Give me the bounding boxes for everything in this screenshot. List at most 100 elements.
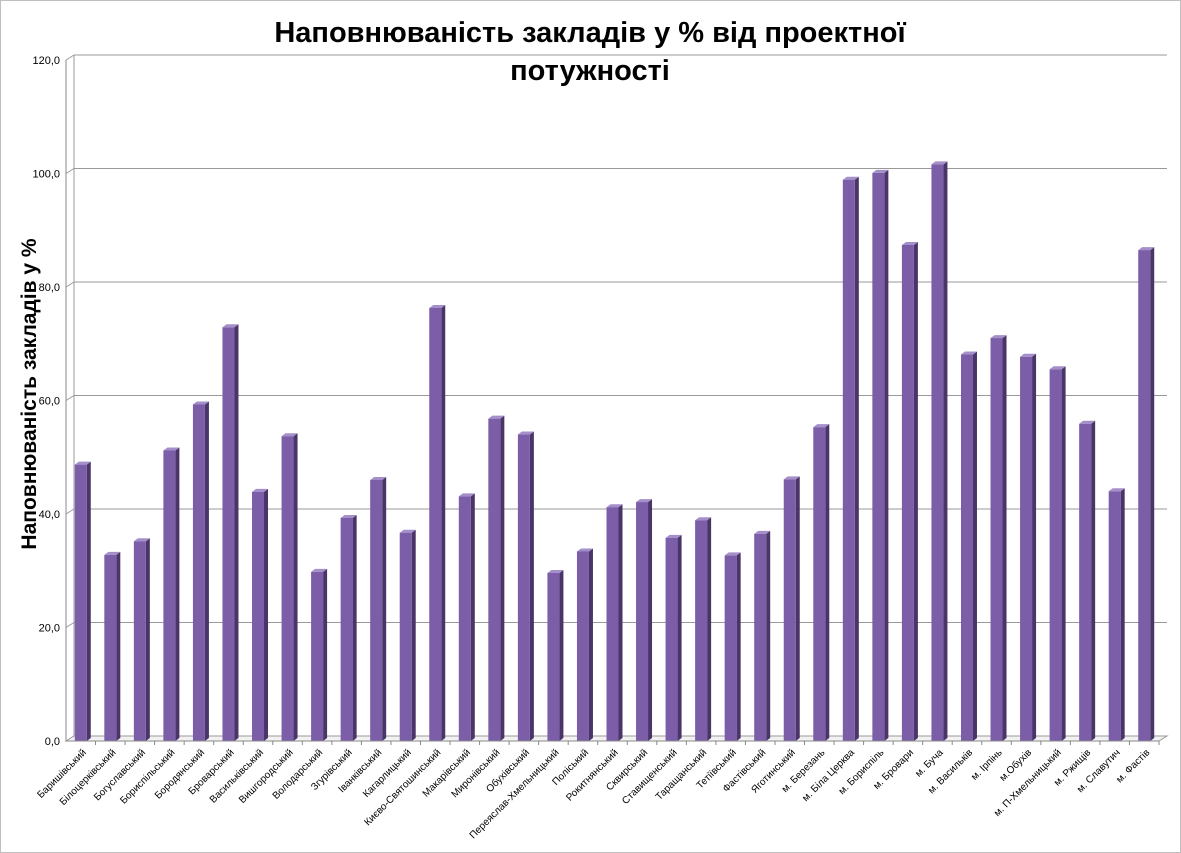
bar xyxy=(1138,247,1155,742)
bar-front xyxy=(1020,356,1033,741)
bar-front xyxy=(281,436,294,741)
bar-front xyxy=(517,434,530,741)
bar-front xyxy=(163,450,176,741)
bar-top xyxy=(192,401,209,405)
bar-front xyxy=(1108,491,1121,741)
bar-side xyxy=(441,304,446,741)
bar-top xyxy=(340,514,357,518)
bar-top xyxy=(399,529,416,533)
bar-front xyxy=(458,496,471,741)
bar-side xyxy=(293,433,298,741)
y-tick-label: 60,0 xyxy=(39,396,60,408)
bar-side xyxy=(1150,247,1155,742)
bar-front xyxy=(1079,423,1092,741)
bar-top xyxy=(872,169,889,173)
x-tick-label: Баришівський xyxy=(36,747,89,800)
y-tick-label: 100,0 xyxy=(32,169,60,181)
bar-front xyxy=(429,307,442,741)
bar-top xyxy=(1079,420,1096,424)
bar-front xyxy=(370,479,383,741)
bar-front xyxy=(547,573,560,741)
bar-side xyxy=(1061,366,1066,741)
bar-side xyxy=(175,447,180,741)
bar-top xyxy=(222,324,239,328)
bar xyxy=(1049,366,1066,741)
bar xyxy=(104,551,121,741)
bar-side xyxy=(470,493,475,741)
bar-top xyxy=(754,530,771,534)
bar-side xyxy=(204,401,209,741)
bar-top xyxy=(813,424,830,428)
x-tick-label: Рокитнянський xyxy=(564,747,620,803)
x-tick-label: Богуславський xyxy=(92,747,148,803)
bar xyxy=(1079,420,1096,741)
bar-front xyxy=(931,164,944,742)
bar-front xyxy=(665,537,678,741)
bar-side xyxy=(264,488,269,741)
bar-top xyxy=(281,433,298,437)
bar xyxy=(458,493,475,741)
bar-top xyxy=(1049,366,1066,370)
bar-top xyxy=(370,476,387,480)
bar-top xyxy=(311,568,328,572)
bar xyxy=(901,242,918,741)
bar-top xyxy=(606,504,623,508)
bar-top xyxy=(104,551,121,555)
bar-top xyxy=(960,351,977,355)
grid-depth-line xyxy=(65,54,75,61)
bar-side xyxy=(677,534,682,741)
grid-depth-line xyxy=(65,281,75,288)
bar-front xyxy=(576,551,589,741)
bar-top xyxy=(901,242,918,246)
bar xyxy=(340,514,357,741)
bar xyxy=(990,335,1007,741)
bar-side xyxy=(382,476,387,741)
bar-front xyxy=(872,172,885,741)
bar-front xyxy=(783,479,796,741)
bar xyxy=(488,415,505,741)
bar-side xyxy=(913,242,918,741)
bar-top xyxy=(1138,247,1155,251)
bar xyxy=(281,433,298,741)
bar-side xyxy=(736,552,741,741)
bar xyxy=(311,568,328,741)
bar-top xyxy=(429,304,446,308)
bar-front xyxy=(724,555,737,741)
bar-top xyxy=(636,499,653,503)
bar-side xyxy=(825,424,830,741)
grid-depth-line xyxy=(65,622,75,628)
bar-front xyxy=(104,554,117,741)
bar-top xyxy=(74,461,91,465)
bar-top xyxy=(488,415,505,419)
bar-front xyxy=(754,533,767,741)
bar xyxy=(842,176,859,741)
bar-top xyxy=(783,476,800,480)
bar-front xyxy=(340,517,353,741)
bar-side xyxy=(588,548,593,741)
y-tick-label: 120,0 xyxy=(32,55,60,67)
bar-front xyxy=(74,464,87,741)
bar-top xyxy=(990,335,1007,339)
bar-side xyxy=(529,431,534,741)
bar-side xyxy=(116,551,121,741)
bar-front xyxy=(1049,369,1062,741)
bar-side xyxy=(559,570,564,741)
bar-side xyxy=(234,324,239,741)
bar-front xyxy=(695,520,708,741)
chart-title: Наповнюваність закладів у % від проектно… xyxy=(274,17,906,87)
bar-front xyxy=(311,571,324,741)
bar-side xyxy=(1091,420,1096,741)
bar xyxy=(399,529,416,741)
bar-front xyxy=(133,541,146,741)
bar-top xyxy=(252,488,269,492)
bar xyxy=(429,304,446,741)
bar xyxy=(960,351,977,741)
bar-front xyxy=(813,427,826,741)
bar-front xyxy=(901,245,914,741)
x-tick-label: Таращанський xyxy=(654,747,709,802)
bar-front xyxy=(252,491,265,741)
bar-front xyxy=(399,532,412,741)
bar xyxy=(192,401,209,741)
bar xyxy=(74,461,91,741)
